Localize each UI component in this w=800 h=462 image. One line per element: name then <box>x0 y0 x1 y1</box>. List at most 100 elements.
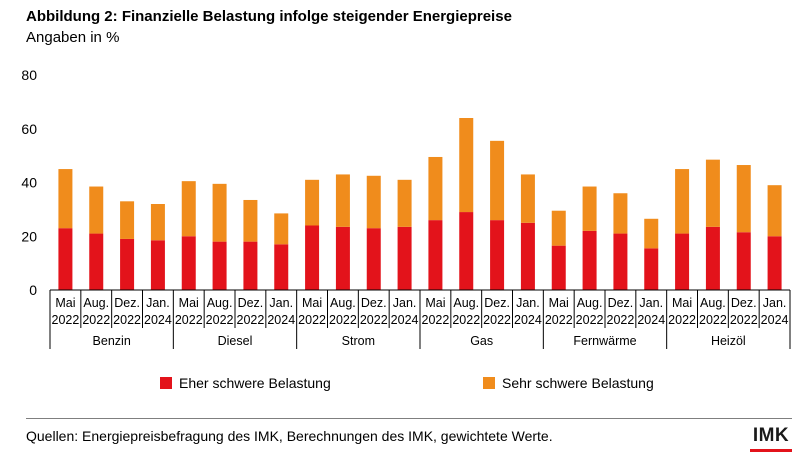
bar-sehr-schwer <box>675 169 690 234</box>
bar-eher-schwer <box>58 228 73 290</box>
bar-sehr-schwer <box>551 210 566 246</box>
bar-sehr-schwer <box>613 193 628 234</box>
x-tick-label-year: 2022 <box>329 313 357 327</box>
bar-sehr-schwer <box>397 179 412 227</box>
bar-sehr-schwer <box>305 179 320 226</box>
legend-item-eher: Eher schwere Belastung <box>160 375 331 391</box>
bar-eher-schwer <box>582 230 597 290</box>
x-tick-label-year: 2022 <box>607 313 635 327</box>
x-group-label: Heizöl <box>711 334 746 348</box>
bar-sehr-schwer <box>58 169 73 229</box>
bar-eher-schwer <box>644 248 659 290</box>
x-group-label: Diesel <box>218 334 253 348</box>
bar-sehr-schwer <box>366 175 381 229</box>
x-tick-label-year: 2022 <box>82 313 110 327</box>
legend-label-eher: Eher schwere Belastung <box>179 375 331 391</box>
bar-eher-schwer <box>551 245 566 290</box>
y-tick-label: 60 <box>21 121 37 137</box>
bar-sehr-schwer <box>212 183 227 242</box>
x-group-label: Strom <box>342 334 375 348</box>
bar-sehr-schwer <box>490 140 505 221</box>
x-group-label: Gas <box>470 334 493 348</box>
x-tick-label-year: 2022 <box>422 313 450 327</box>
x-tick-label-month: Jan. <box>516 296 540 310</box>
x-tick-label-year: 2022 <box>360 313 388 327</box>
y-tick-label: 40 <box>21 175 37 191</box>
x-tick-label-month: Dez. <box>238 296 264 310</box>
bar-eher-schwer <box>767 236 782 290</box>
bar-sehr-schwer <box>705 159 720 227</box>
bar-sehr-schwer <box>243 199 258 242</box>
y-tick-label: 0 <box>29 282 37 298</box>
x-tick-label-year: 2022 <box>576 313 604 327</box>
x-tick-label-month: Aug. <box>83 296 109 310</box>
bar-eher-schwer <box>335 226 350 290</box>
x-tick-label-year: 2024 <box>267 313 295 327</box>
bar-sehr-schwer <box>520 174 535 223</box>
x-tick-label-month: Aug. <box>453 296 479 310</box>
x-tick-label-year: 2024 <box>761 313 789 327</box>
imk-logo-accent-bar <box>750 449 792 452</box>
stacked-bar-chart: 020406080Mai2022Aug.2022Dez.2022Jan.2024… <box>21 67 791 349</box>
x-tick-label-year: 2024 <box>391 313 419 327</box>
x-tick-label-year: 2022 <box>237 313 265 327</box>
legend-swatch-eher <box>160 377 172 389</box>
x-tick-label-year: 2022 <box>206 313 234 327</box>
x-tick-label-month: Aug. <box>577 296 603 310</box>
x-tick-label-month: Mai <box>55 296 75 310</box>
bar-eher-schwer <box>520 222 535 290</box>
x-tick-label-month: Mai <box>425 296 445 310</box>
bar-eher-schwer <box>459 212 474 290</box>
x-tick-label-month: Dez. <box>608 296 634 310</box>
bar-eher-schwer <box>89 233 104 290</box>
x-tick-label-year: 2024 <box>514 313 542 327</box>
x-tick-label-month: Mai <box>179 296 199 310</box>
bar-sehr-schwer <box>181 181 196 237</box>
x-tick-label-year: 2022 <box>699 313 727 327</box>
x-tick-label-year: 2022 <box>52 313 80 327</box>
x-tick-label-month: Aug. <box>330 296 356 310</box>
x-tick-label-year: 2022 <box>730 313 758 327</box>
x-tick-label-year: 2022 <box>668 313 696 327</box>
legend-label-sehr: Sehr schwere Belastung <box>502 375 654 391</box>
bar-sehr-schwer <box>150 204 165 241</box>
y-tick-label: 80 <box>21 67 37 83</box>
source-divider <box>26 418 792 419</box>
x-tick-label-month: Mai <box>549 296 569 310</box>
x-tick-label-year: 2024 <box>637 313 665 327</box>
x-tick-label-year: 2022 <box>545 313 573 327</box>
x-tick-label-month: Aug. <box>207 296 233 310</box>
bar-sehr-schwer <box>89 186 104 234</box>
bar-sehr-schwer <box>767 185 782 237</box>
bar-eher-schwer <box>428 220 443 290</box>
x-tick-label-month: Mai <box>302 296 322 310</box>
bar-eher-schwer <box>181 236 196 290</box>
bar-eher-schwer <box>366 228 381 290</box>
x-group-label: Fernwärme <box>573 334 636 348</box>
x-tick-label-month: Dez. <box>114 296 140 310</box>
y-tick-label: 20 <box>21 228 37 244</box>
bar-sehr-schwer <box>274 213 289 245</box>
x-tick-label-month: Dez. <box>484 296 510 310</box>
bar-sehr-schwer <box>459 118 474 213</box>
bar-eher-schwer <box>120 238 135 290</box>
bar-sehr-schwer <box>120 201 135 239</box>
x-tick-label-year: 2022 <box>483 313 511 327</box>
bar-sehr-schwer <box>335 174 350 227</box>
x-tick-label-month: Jan. <box>393 296 417 310</box>
bar-eher-schwer <box>212 241 227 290</box>
bar-eher-schwer <box>397 226 412 290</box>
x-tick-label-month: Jan. <box>639 296 663 310</box>
x-tick-label-year: 2022 <box>452 313 480 327</box>
bar-eher-schwer <box>705 226 720 290</box>
x-tick-label-year: 2022 <box>298 313 326 327</box>
source-note: Quellen: Energiepreisbefragung des IMK, … <box>26 428 553 444</box>
legend-item-sehr: Sehr schwere Belastung <box>483 375 654 391</box>
x-tick-label-year: 2022 <box>113 313 141 327</box>
legend-swatch-sehr <box>483 377 495 389</box>
bar-sehr-schwer <box>428 156 443 221</box>
x-tick-label-year: 2024 <box>144 313 172 327</box>
bar-eher-schwer <box>490 220 505 290</box>
chart-title: Abbildung 2: Finanzielle Belastung infol… <box>26 8 512 25</box>
x-tick-label-month: Jan. <box>763 296 787 310</box>
